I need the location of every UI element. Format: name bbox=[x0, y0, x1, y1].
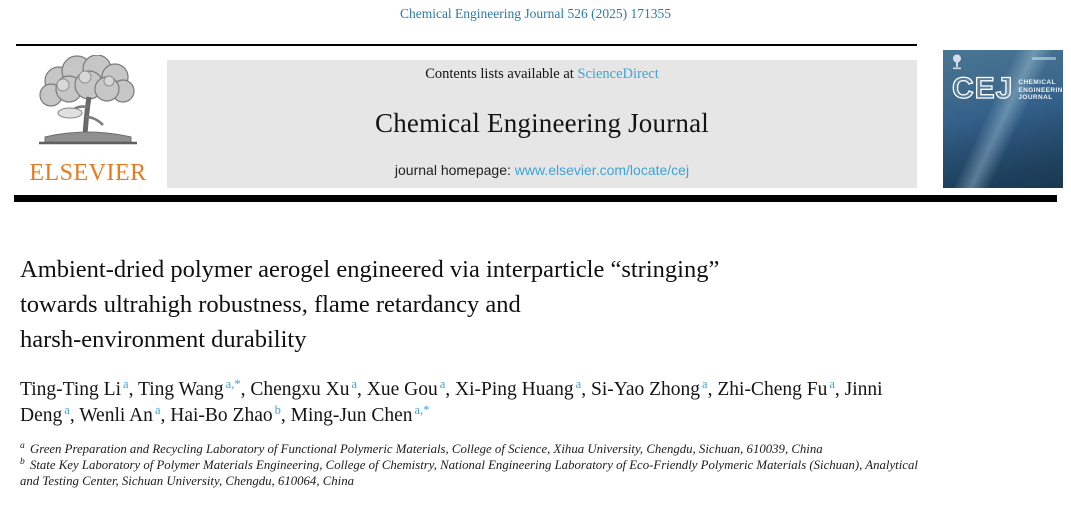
article-title-line: Ambient-dried polymer aerogel engineered… bbox=[20, 256, 720, 283]
affiliation-row: b State Key Laboratory of Polymer Materi… bbox=[20, 456, 925, 490]
cover-title: CEJ CHEMICALENGINEERINGJOURNAL bbox=[951, 72, 1063, 105]
author-list: Ting-Ting Li a, Ting Wang a,*, Chengxu Xu a… bbox=[20, 376, 883, 426]
author-name: Xi-Ping Huang bbox=[455, 379, 574, 400]
cover-journal-name-line: ENGINEERING bbox=[1018, 86, 1063, 94]
journal-title: Chemical Engineering Journal bbox=[374, 107, 709, 138]
elsevier-wordmark: ELSEVIER bbox=[29, 160, 147, 186]
author-affiliation-marker: b bbox=[274, 402, 281, 417]
author-affiliation-marker: a bbox=[829, 376, 835, 391]
author-affiliation-marker: a bbox=[439, 376, 446, 391]
homepage-line: journal homepage: www.elsevier.com/locat… bbox=[395, 162, 689, 179]
author-name: Ting Wang bbox=[137, 379, 224, 400]
article-title-line: harsh-environment durability bbox=[20, 326, 307, 353]
cover-elsevier-mark-icon bbox=[953, 54, 961, 70]
elsevier-logo: ELSEVIER bbox=[14, 54, 162, 186]
cover-journal-name: CHEMICALENGINEERINGJOURNAL bbox=[1018, 79, 1063, 102]
cover-acronym: CEJ bbox=[951, 72, 1014, 105]
author-name: Si-Yao Zhong bbox=[590, 379, 701, 400]
author-name: Chengxu Xu bbox=[250, 379, 350, 400]
contents-line-prefix: Contents lists available at bbox=[425, 66, 578, 82]
contents-line: Contents lists available at ScienceDirec… bbox=[425, 66, 659, 83]
affiliation-text: Green Preparation and Recycling Laborato… bbox=[26, 442, 823, 456]
affiliation-text: State Key Laboratory of Polymer Material… bbox=[20, 457, 918, 488]
author-affiliation-marker: a bbox=[702, 376, 708, 391]
journal-cover-image: CEJ CHEMICALENGINEERINGJOURNAL bbox=[943, 50, 1063, 188]
article-header: Ambient-dried polymer aerogel engineered… bbox=[0, 252, 1071, 489]
cover-journal-name-line: JOURNAL bbox=[1018, 94, 1053, 102]
author-affiliation-marker: a,* bbox=[225, 376, 241, 391]
affiliation-row: a Green Preparation and Recycling Labora… bbox=[20, 440, 925, 458]
header-top-rule bbox=[16, 44, 917, 46]
section-divider bbox=[14, 195, 1057, 202]
journal-banner: Contents lists available at ScienceDirec… bbox=[167, 60, 917, 188]
author-name: Hai-Bo Zhao bbox=[170, 405, 273, 426]
author-affiliation-marker: a bbox=[575, 376, 582, 391]
author-affiliation-marker: a bbox=[154, 402, 161, 417]
author-name: Ting-Ting Li bbox=[20, 379, 121, 400]
author-name: Ming-Jun Chen bbox=[290, 405, 413, 426]
homepage-prefix: journal homepage: bbox=[394, 162, 515, 178]
author-name: Zhi-Cheng Fu bbox=[717, 379, 828, 400]
article-title-line: towards ultrahigh robustness, flame reta… bbox=[20, 291, 521, 318]
journal-citation: Chemical Engineering Journal 526 (2025) … bbox=[399, 6, 672, 21]
journal-header: ELSEVIER Contents lists available at Sci… bbox=[0, 46, 1071, 190]
elsevier-tree-icon bbox=[39, 54, 137, 145]
author-affiliation-marker: a bbox=[64, 402, 70, 417]
article-title: Ambient-dried polymer aerogel engineered… bbox=[20, 252, 1071, 357]
cover-journal-name-line: CHEMICAL bbox=[1018, 79, 1056, 86]
author-name: Xue Gou bbox=[366, 379, 438, 400]
affiliation-marker: a bbox=[20, 440, 25, 451]
author-affiliation-marker: a bbox=[351, 376, 358, 391]
cover-issue-info bbox=[1032, 57, 1056, 60]
journal-homepage-link[interactable]: www.elsevier.com/locate/cej bbox=[514, 162, 690, 178]
author-name: Jinni Deng bbox=[20, 379, 883, 426]
sciencedirect-link[interactable]: ScienceDirect bbox=[577, 66, 659, 82]
author-affiliation-marker: a,* bbox=[414, 402, 430, 417]
affiliation-list: a Green Preparation and Recycling Labora… bbox=[20, 440, 925, 490]
author-affiliation-marker: a bbox=[123, 376, 129, 391]
affiliation-marker: b bbox=[20, 456, 25, 467]
author-name: Wenli An bbox=[79, 405, 153, 426]
